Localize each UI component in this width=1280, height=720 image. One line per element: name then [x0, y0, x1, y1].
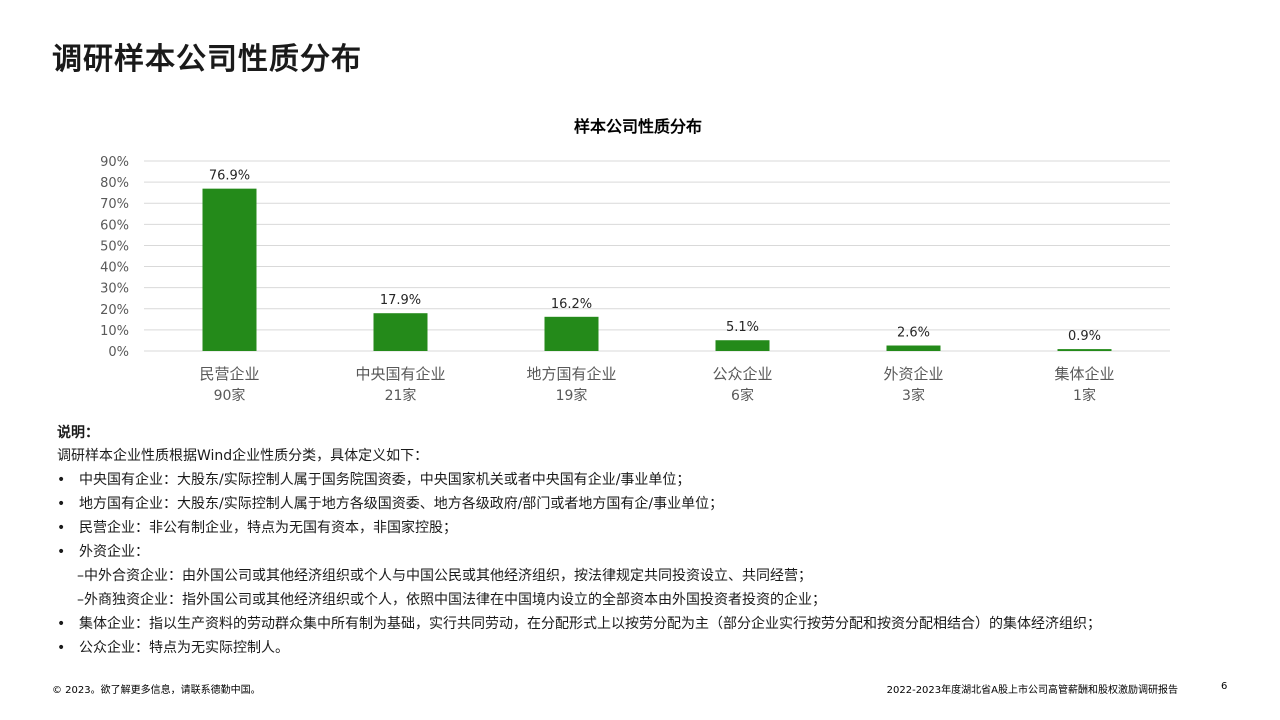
value-label: 17.9%	[380, 293, 421, 308]
gridlines	[144, 160, 1170, 352]
notes-sub-item: –中外合资企业：由外国公司或其他经济组织或个人与中国公民或其他经济组织，按法律规…	[57, 564, 1237, 588]
y-tick-label: 20%	[100, 303, 129, 318]
notes-bullet-item: • 集体企业：指以生产资料的劳动群众集中所有制为基础，实行共同劳动，在分配形式上以…	[57, 612, 1237, 636]
bullet-marker: •	[57, 544, 66, 560]
notes-bullet-item: • 民营企业：非公有制企业，特点为无国有资本，非国家控股；	[57, 516, 1237, 540]
notes-list: • 中央国有企业：大股东/实际控制人属于国务院国资委，中央国家机关或者中央国有企业…	[57, 468, 1237, 660]
bullet-marker: •	[57, 520, 66, 536]
y-tick-label: 0%	[108, 345, 129, 360]
bar-chart: 样本公司性质分布 0% 10% 20% 30% 40% 50% 60% 70% 80% 90% 7…	[100, 117, 1170, 404]
bullet-marker: •	[57, 496, 66, 512]
category-label: 中央国有企业	[355, 365, 445, 383]
notes-sub-item: –外商独资企业：指外国公司或其他经济组织或个人，依照中国法律在中国境内设立的全部…	[57, 588, 1237, 612]
footer-copyright: © 2023。欲了解更多信息，请联系德勤中国。	[52, 685, 261, 696]
bar	[373, 313, 428, 351]
y-tick-label: 40%	[100, 261, 129, 276]
page-title: 调研样本公司性质分布	[52, 42, 362, 77]
bar	[715, 340, 770, 351]
notes-item-text: 公众企业：特点为无实际控制人。	[79, 640, 289, 656]
notes-bullet-item: • 外资企业：	[57, 540, 1237, 564]
value-label: 5.1%	[726, 320, 759, 335]
value-label: 76.9%	[209, 169, 250, 184]
value-labels: 76.9% 17.9% 16.2% 5.1% 2.6% 0.9%	[209, 169, 1101, 344]
notes-item-text: –中外合资企业：由外国公司或其他经济组织或个人与中国公民或其他经济组织，按法律规…	[77, 568, 812, 584]
bar	[1057, 349, 1112, 351]
value-label: 2.6%	[897, 326, 930, 341]
bullet-marker: •	[57, 640, 66, 656]
y-tick-label: 70%	[100, 197, 129, 212]
notes-item-text: 中央国有企业：大股东/实际控制人属于国务院国资委，中央国家机关或者中央国有企业/…	[79, 472, 691, 488]
y-tick-label: 80%	[100, 176, 129, 191]
category-label: 民营企业	[199, 365, 259, 383]
bar	[886, 345, 941, 351]
y-tick-label: 90%	[100, 155, 129, 170]
category-count: 90家	[214, 387, 246, 404]
y-tick-label: 50%	[100, 239, 129, 254]
chart-title: 样本公司性质分布	[574, 117, 702, 136]
category-count: 3家	[902, 387, 925, 404]
notes-item-text: 民营企业：非公有制企业，特点为无国有资本，非国家控股；	[79, 520, 457, 536]
y-tick-label: 10%	[100, 324, 129, 339]
value-label: 0.9%	[1068, 329, 1101, 344]
value-label: 16.2%	[551, 297, 592, 312]
category-label: 公众企业	[712, 365, 772, 383]
category-label: 地方国有企业	[526, 365, 616, 383]
bars	[202, 188, 1112, 351]
bar	[202, 188, 257, 351]
y-tick-label: 60%	[100, 218, 129, 233]
footer-report-title: 2022-2023年度湖北省A股上市公司高管薪酬和股权激励调研报告	[886, 685, 1178, 696]
y-axis-ticks: 0% 10% 20% 30% 40% 50% 60% 70% 80% 90%	[100, 155, 129, 360]
notes-bullet-item: • 中央国有企业：大股东/实际控制人属于国务院国资委，中央国家机关或者中央国有企业…	[57, 468, 1237, 492]
page-number: 6	[1221, 681, 1228, 692]
notes-item-text: 外资企业：	[79, 544, 149, 560]
notes-bullet-item: • 公众企业：特点为无实际控制人。	[57, 636, 1237, 660]
category-count: 6家	[731, 387, 754, 404]
notes-item-text: 地方国有企业：大股东/实际控制人属于地方各级国资委、地方各级政府/部门或者地方国…	[79, 496, 724, 512]
category-count: 19家	[556, 387, 588, 404]
category-count: 1家	[1073, 387, 1096, 404]
bullet-marker: •	[57, 472, 66, 488]
x-axis-categories: 民营企业 90家 中央国有企业 21家 地方国有企业 19家 公众企业 6家 外资企业 3家 集体企…	[199, 365, 1114, 404]
bar	[544, 316, 599, 351]
notes-section: 说明： 调研样本企业性质根据Wind企业性质分类，具体定义如下： • 中央国有企业…	[57, 422, 1237, 660]
y-tick-label: 30%	[100, 282, 129, 297]
notes-intro: 调研样本企业性质根据Wind企业性质分类，具体定义如下：	[57, 448, 429, 464]
notes-item-text: 集体企业：指以生产资料的劳动群众集中所有制为基础，实行共同劳动，在分配形式上以按…	[79, 616, 1101, 632]
notes-heading: 说明：	[57, 425, 99, 441]
category-label: 外资企业	[883, 365, 943, 383]
category-label: 集体企业	[1054, 365, 1114, 383]
category-count: 21家	[385, 387, 417, 404]
notes-bullet-item: • 地方国有企业：大股东/实际控制人属于地方各级国资委、地方各级政府/部门或者地方…	[57, 492, 1237, 516]
notes-item-text: –外商独资企业：指外国公司或其他经济组织或个人，依照中国法律在中国境内设立的全部…	[77, 592, 826, 608]
bullet-marker: •	[57, 616, 66, 632]
